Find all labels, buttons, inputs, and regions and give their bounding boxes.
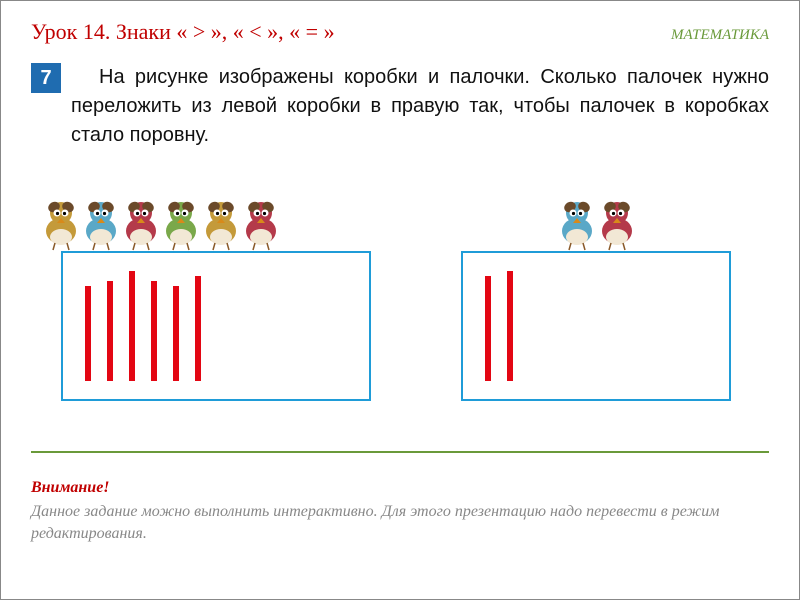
attention-block: Внимание! Данное задание можно выполнить… (31, 479, 769, 546)
stick (129, 271, 135, 381)
stick (151, 281, 157, 381)
stick (85, 286, 91, 381)
subject-label: МАТЕМАТИКА (671, 27, 769, 44)
slide: Урок 14. Знаки « > », « < », « = » МАТЕМ… (0, 0, 800, 600)
stick (507, 271, 513, 381)
divider-line (31, 451, 769, 453)
lesson-title: Урок 14. Знаки « > », « < », « = » (31, 19, 335, 45)
birds-right-group (561, 195, 641, 251)
sticks-left (85, 271, 201, 381)
boxes-area (1, 201, 799, 421)
stick (195, 276, 201, 381)
birds-left-group (45, 195, 285, 251)
attention-body: Данное задание можно выполнить интеракти… (31, 501, 769, 546)
attention-title: Внимание! (31, 479, 769, 497)
stick (107, 281, 113, 381)
bird-icon (593, 195, 641, 251)
header-row: Урок 14. Знаки « > », « < », « = » МАТЕМ… (31, 19, 769, 45)
task-text: На рисунке изображены коробки и палочки.… (71, 63, 769, 150)
stick (173, 286, 179, 381)
sticks-right (485, 271, 513, 381)
bird-icon (237, 195, 285, 251)
box-right (461, 251, 731, 401)
box-left (61, 251, 371, 401)
stick (485, 276, 491, 381)
task-number-badge: 7 (31, 63, 61, 93)
